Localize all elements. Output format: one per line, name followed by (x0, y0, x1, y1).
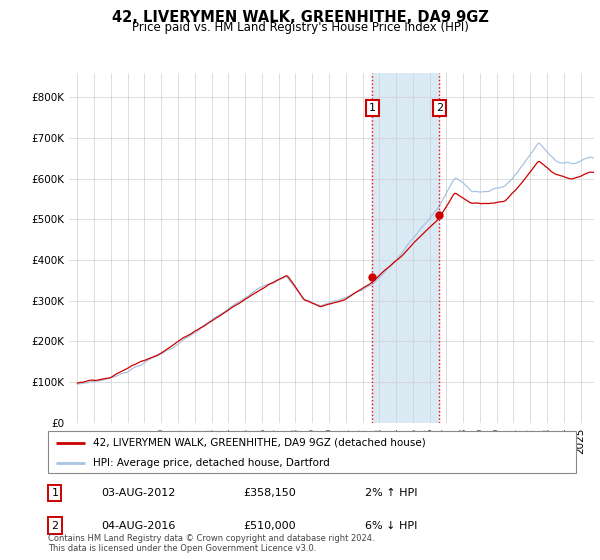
Text: Price paid vs. HM Land Registry's House Price Index (HPI): Price paid vs. HM Land Registry's House … (131, 21, 469, 34)
Bar (372, 73, 439, 423)
Text: 2: 2 (436, 103, 443, 113)
FancyBboxPatch shape (48, 431, 576, 473)
Text: 42, LIVERYMEN WALK, GREENHITHE, DA9 9GZ (detached house): 42, LIVERYMEN WALK, GREENHITHE, DA9 9GZ … (93, 437, 425, 447)
Text: 2: 2 (52, 520, 58, 530)
Text: 03-AUG-2012: 03-AUG-2012 (101, 488, 175, 498)
Text: HPI: Average price, detached house, Dartford: HPI: Average price, detached house, Dart… (93, 458, 329, 468)
Text: 42, LIVERYMEN WALK, GREENHITHE, DA9 9GZ: 42, LIVERYMEN WALK, GREENHITHE, DA9 9GZ (112, 10, 488, 25)
Text: 04-AUG-2016: 04-AUG-2016 (101, 520, 175, 530)
Text: £510,000: £510,000 (244, 520, 296, 530)
Text: Contains HM Land Registry data © Crown copyright and database right 2024.
This d: Contains HM Land Registry data © Crown c… (48, 534, 374, 553)
Text: 6% ↓ HPI: 6% ↓ HPI (365, 520, 417, 530)
Text: 1: 1 (52, 488, 58, 498)
Text: 1: 1 (369, 103, 376, 113)
Text: £358,150: £358,150 (244, 488, 296, 498)
Text: 2% ↑ HPI: 2% ↑ HPI (365, 488, 418, 498)
